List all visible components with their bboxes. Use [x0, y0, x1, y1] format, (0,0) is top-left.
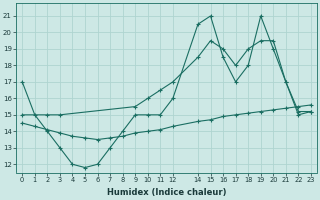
X-axis label: Humidex (Indice chaleur): Humidex (Indice chaleur) [107, 188, 226, 197]
